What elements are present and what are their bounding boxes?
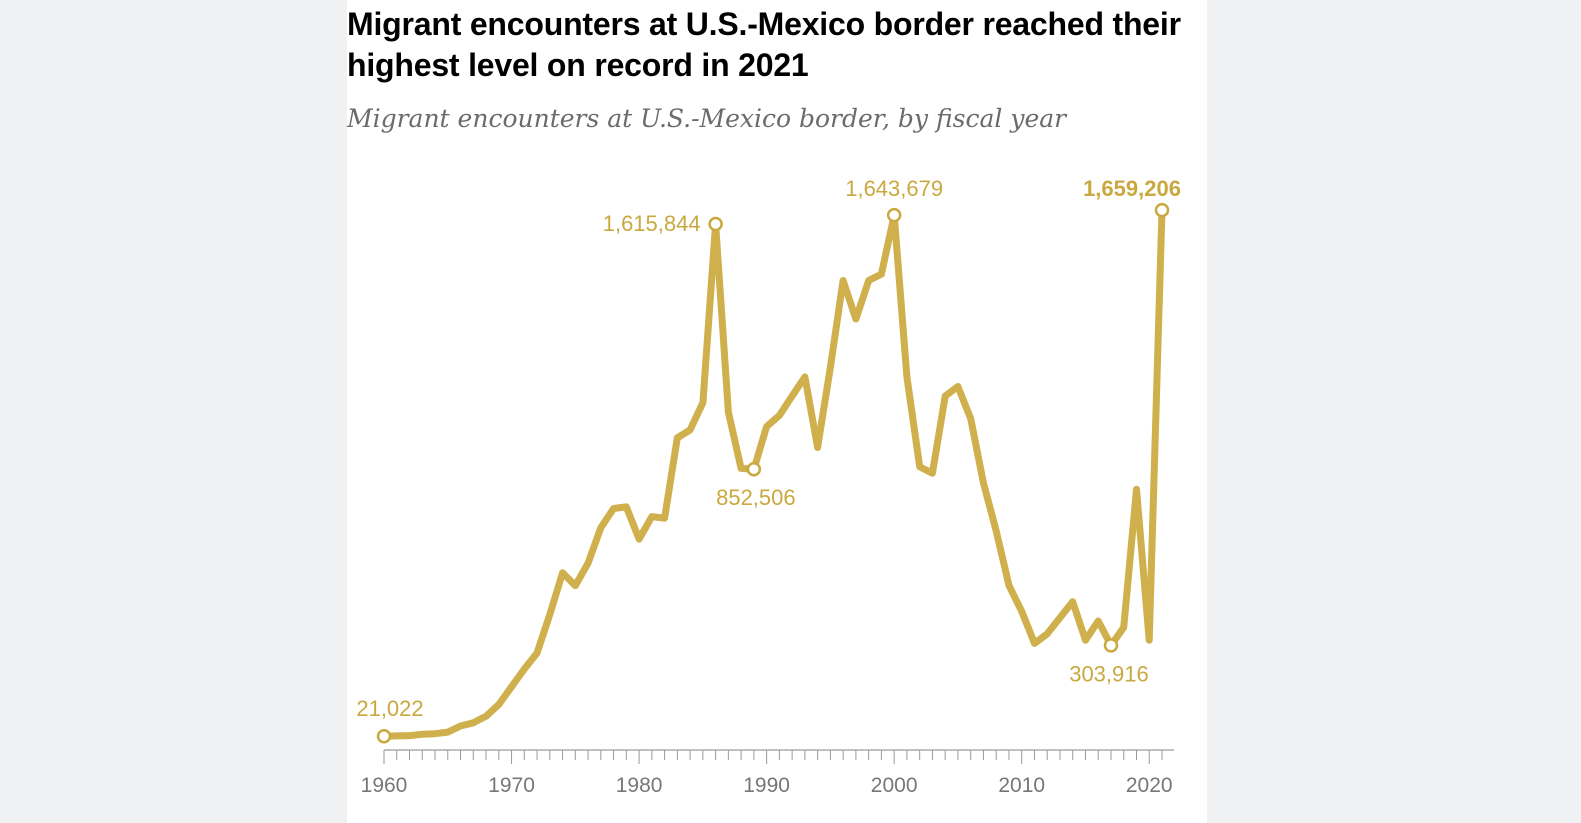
x-tick-label: 2010 <box>998 774 1045 797</box>
data-point-marker <box>376 728 392 744</box>
x-tick-label: 2000 <box>871 774 918 797</box>
data-point-marker <box>708 216 723 232</box>
chart-card: Migrant encounters at U.S.-Mexico border… <box>347 0 1207 823</box>
data-point-marker <box>886 207 902 223</box>
series-line <box>380 206 1166 740</box>
x-tick-label: 2020 <box>1126 774 1173 797</box>
data-label: 852,506 <box>716 485 796 510</box>
data-point-marker <box>746 461 762 477</box>
data-label: 1,615,844 <box>603 211 701 236</box>
data-point-marker <box>1154 202 1170 218</box>
data-label: 303,916 <box>1069 661 1149 686</box>
line-chart: 1960 1970 1980 1990 2000 2010 2020 21,022 1,615,… <box>356 176 1181 797</box>
chart-subtitle: Migrant encounters at U.S.-Mexico border… <box>347 104 1067 133</box>
data-label: 1,659,206 <box>1083 176 1181 201</box>
x-tick-label: 1960 <box>361 774 408 797</box>
x-tick-label: 1970 <box>488 774 535 797</box>
data-point-marker <box>1103 638 1119 653</box>
data-label: 21,022 <box>356 696 423 721</box>
x-tick-label: 1990 <box>743 774 790 797</box>
x-tick-label: 1980 <box>616 774 663 797</box>
data-label: 1,643,679 <box>845 176 943 201</box>
chart-title: Migrant encounters at U.S.-Mexico border… <box>347 6 1181 83</box>
